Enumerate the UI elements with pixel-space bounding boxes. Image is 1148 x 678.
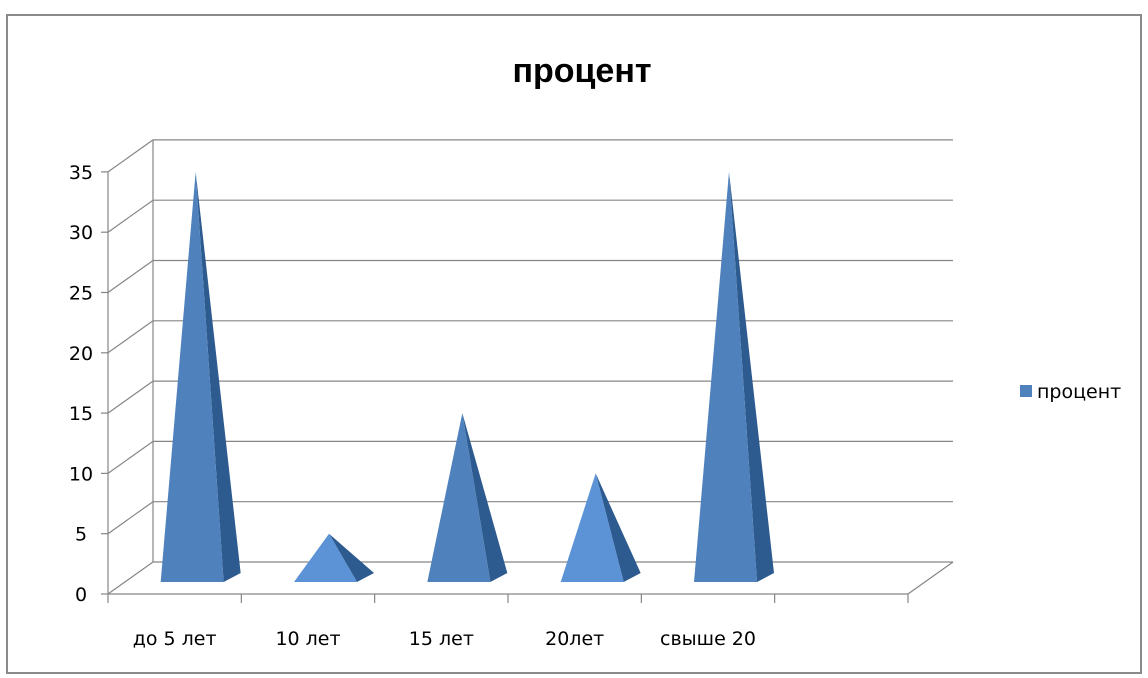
gridline-diagonal — [107, 380, 154, 414]
y-tick-label: 30 — [69, 222, 93, 244]
gridline-diagonal — [107, 260, 154, 293]
bar — [694, 171, 774, 582]
bar-side-face — [329, 533, 374, 582]
x-tick-label: 15 лет — [409, 628, 474, 650]
gridline-diagonal — [107, 320, 154, 354]
x-axis-labels: до 5 лет 10 лет 15 лет 20лет свыше 20 — [133, 628, 756, 650]
legend: процент — [1020, 381, 1121, 403]
gridline-diagonal — [107, 501, 154, 535]
legend-swatch — [1020, 385, 1032, 397]
bar-side-face — [195, 171, 241, 582]
chart-walls — [107, 139, 953, 595]
bar-series — [160, 171, 774, 582]
bar-front-face — [560, 473, 624, 582]
gridline-diagonal — [107, 561, 154, 595]
chart-title: процент — [512, 52, 651, 90]
gridline-diagonal — [107, 199, 154, 233]
x-tick-label: свыше 20 — [660, 628, 756, 650]
y-tick-label: 0 — [75, 584, 87, 606]
y-tick-label: 25 — [69, 283, 93, 305]
bar-front-face — [427, 413, 491, 582]
bar-side-face — [595, 473, 641, 582]
bar — [294, 533, 374, 582]
y-tick-label: 15 — [69, 403, 93, 425]
floor-right-edge — [907, 561, 954, 595]
x-tick-label: 20лет — [545, 628, 604, 650]
bar-front-face — [160, 171, 224, 582]
bar — [560, 473, 641, 582]
bar-front-face — [294, 533, 357, 582]
y-tick-label: 10 — [69, 463, 93, 485]
x-tick-label: до 5 лет — [133, 628, 217, 650]
y-tick-label: 35 — [69, 162, 93, 184]
bar — [427, 413, 508, 582]
gridline-diagonal — [107, 139, 154, 173]
x-axis — [107, 561, 954, 603]
bar-side-face — [729, 171, 774, 582]
y-axis-ticks: 0 5 10 15 20 25 30 35 — [69, 162, 108, 606]
gridline-diagonal — [107, 440, 154, 474]
bar-side-face — [462, 413, 508, 582]
x-tick-label: 10 лет — [275, 628, 340, 650]
legend-label: процент — [1037, 381, 1121, 403]
y-tick-label: 20 — [69, 343, 93, 365]
y-tick-label: 5 — [75, 524, 87, 546]
bar — [160, 171, 241, 582]
bar-front-face — [694, 171, 757, 582]
